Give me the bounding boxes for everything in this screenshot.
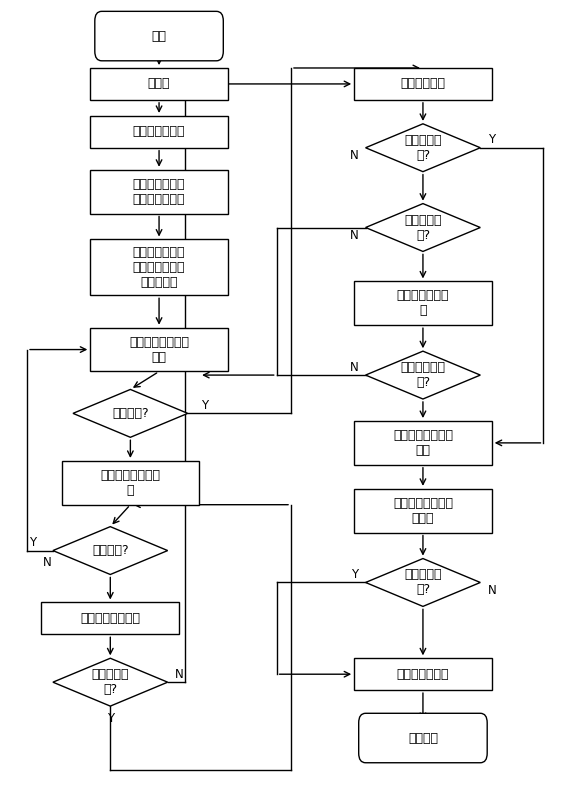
Text: 结束处理: 结束处理 <box>408 732 438 745</box>
Text: 搜到可替代钢
种?: 搜到可替代钢 种? <box>400 361 445 389</box>
Text: 比较板坯尺寸条件: 比较板坯尺寸条件 <box>80 612 140 625</box>
Text: 检查数据正确性: 检查数据正确性 <box>133 125 185 139</box>
Text: 顺序读待配板坯数
组: 顺序读待配板坯数 组 <box>100 469 161 496</box>
Text: N: N <box>350 360 359 374</box>
Polygon shape <box>53 526 168 575</box>
Text: 打印配料结果表: 打印配料结果表 <box>397 667 449 681</box>
Text: 待配料订单按交
期和紧急度排序: 待配料订单按交 期和紧急度排序 <box>133 177 185 206</box>
Bar <box>90 116 228 147</box>
Text: Y: Y <box>201 399 208 412</box>
Bar <box>354 659 492 690</box>
Text: 文件结束?: 文件结束? <box>112 407 148 420</box>
FancyBboxPatch shape <box>95 11 223 60</box>
Polygon shape <box>53 659 168 706</box>
Bar <box>90 239 228 295</box>
Text: 初始化: 初始化 <box>148 77 171 90</box>
Polygon shape <box>73 389 188 438</box>
Text: 无主待配料板坯
按储位排序并写
入内存数组: 无主待配料板坯 按储位排序并写 入内存数组 <box>133 246 185 289</box>
Text: Y: Y <box>350 568 358 581</box>
Bar <box>90 68 228 100</box>
Text: 开始: 开始 <box>151 30 166 43</box>
Text: Y: Y <box>29 536 37 549</box>
Text: N: N <box>350 229 359 242</box>
Bar <box>354 488 492 533</box>
Text: 修改待配料订单已
配料量: 修改待配料订单已 配料量 <box>393 496 453 525</box>
Text: N: N <box>43 556 52 569</box>
Bar <box>354 68 492 100</box>
Text: 修改板坯数组已配
标志: 修改板坯数组已配 标志 <box>393 429 453 457</box>
Bar <box>354 421 492 465</box>
Text: Y: Y <box>107 712 114 725</box>
Text: 顺序读待配料订单
文件: 顺序读待配料订单 文件 <box>129 335 189 364</box>
Text: 比较钢种条件: 比较钢种条件 <box>400 77 445 90</box>
Text: 数组结束?: 数组结束? <box>92 544 129 557</box>
Text: 满足钢种条
件?: 满足钢种条 件? <box>404 134 442 162</box>
Polygon shape <box>365 124 480 172</box>
Text: N: N <box>487 584 496 597</box>
FancyBboxPatch shape <box>359 713 487 762</box>
Polygon shape <box>365 559 480 606</box>
Bar <box>90 170 228 214</box>
Text: N: N <box>350 149 359 162</box>
Text: Y: Y <box>488 133 495 146</box>
Bar <box>41 602 179 634</box>
Polygon shape <box>365 204 480 251</box>
Bar <box>90 327 228 372</box>
Text: 搜索可替代钢种
表: 搜索可替代钢种 表 <box>397 289 449 318</box>
Text: 满足尺寸条
件?: 满足尺寸条 件? <box>91 668 129 696</box>
Text: 钢种可否代
用?: 钢种可否代 用? <box>404 214 442 242</box>
Bar <box>354 281 492 326</box>
Polygon shape <box>365 351 480 399</box>
Bar <box>62 461 199 505</box>
Text: 订单已配料
满?: 订单已配料 满? <box>404 568 442 596</box>
Text: N: N <box>175 667 183 681</box>
